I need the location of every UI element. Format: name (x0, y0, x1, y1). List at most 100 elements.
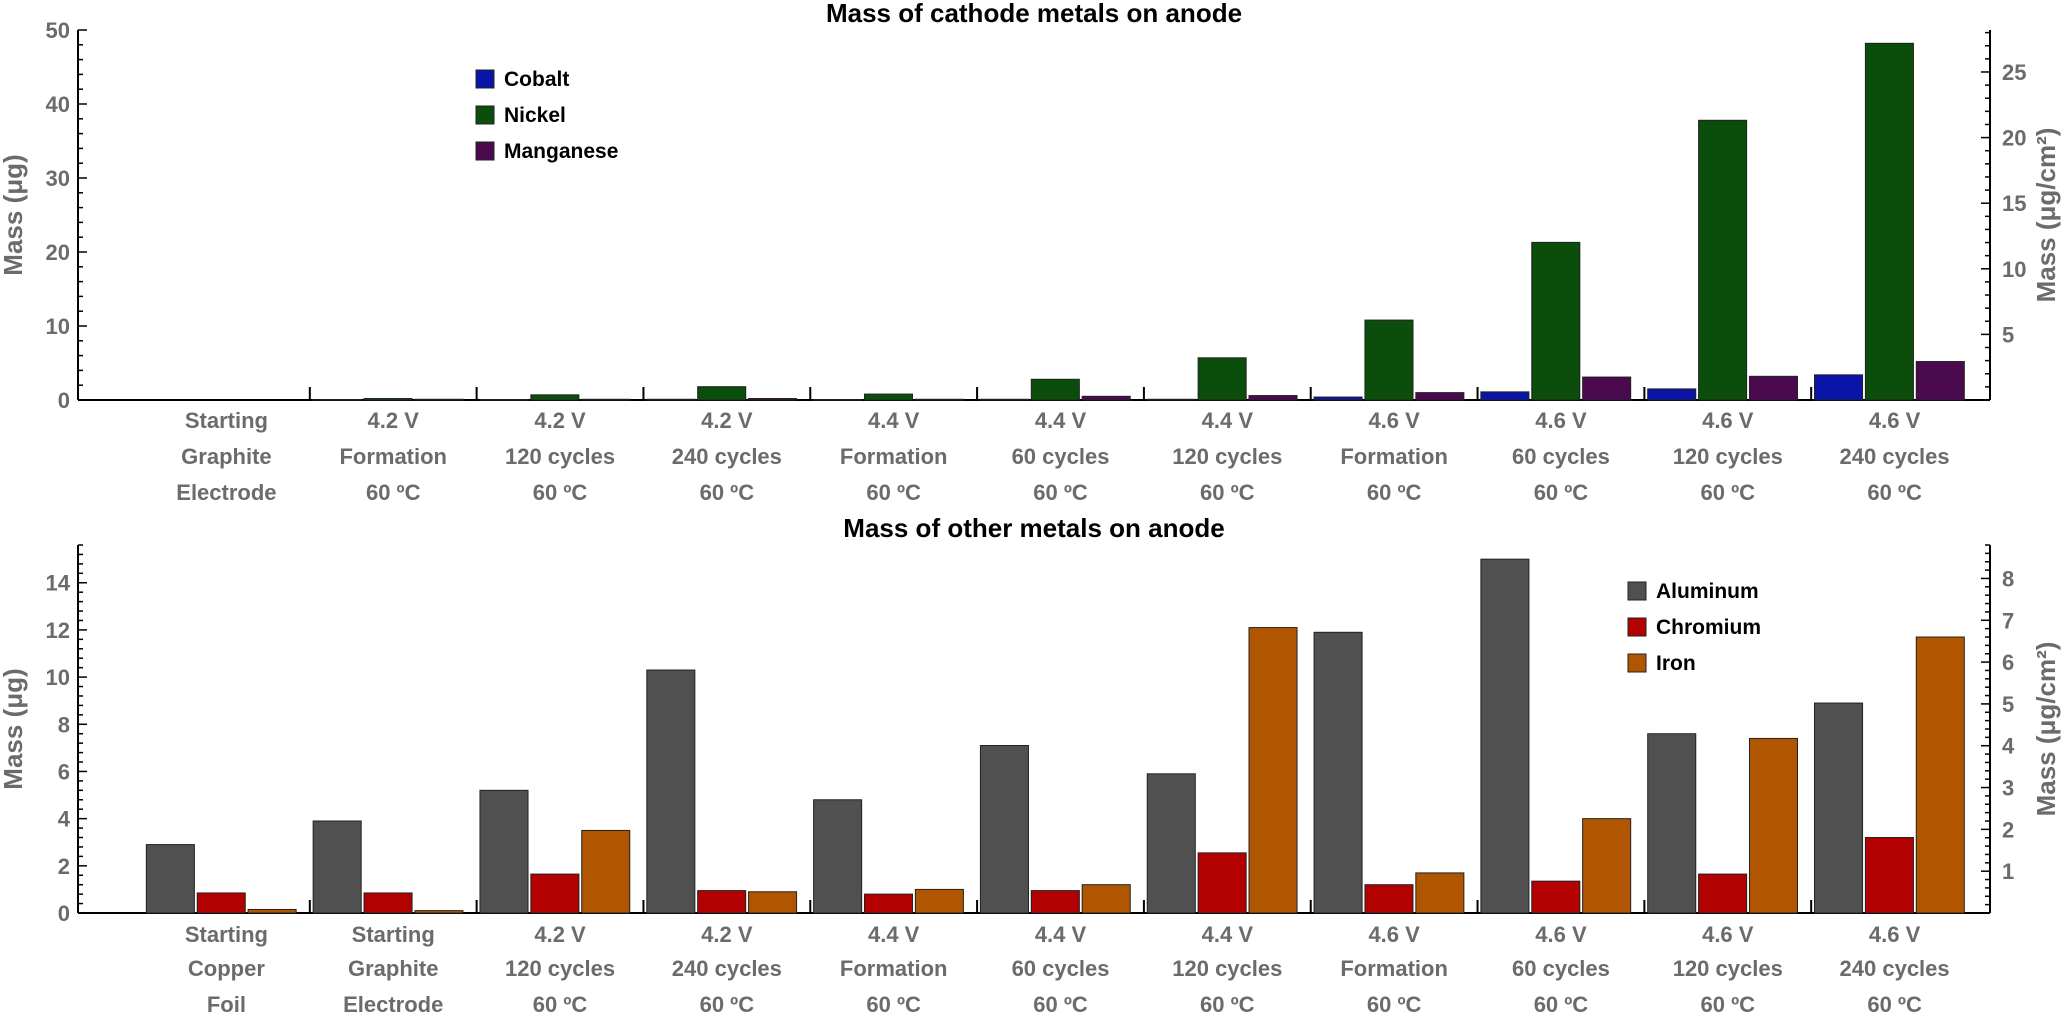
bar-chromium (1864, 837, 1914, 914)
bar-chromium (1197, 852, 1247, 914)
bar-chromium (1364, 884, 1414, 914)
bar-aluminum (312, 820, 362, 914)
legend-label-cobalt: Cobalt (504, 68, 569, 91)
x-tick-label: 60 ºC (1033, 992, 1088, 1017)
bar-manganese (414, 398, 464, 401)
bar-aluminum (1313, 631, 1363, 914)
bar-cobalt (979, 398, 1029, 401)
x-tick-label: 4.6 V (1869, 408, 1921, 433)
x-tick-label: Starting (185, 922, 268, 947)
bar-nickel (530, 394, 580, 401)
legend-label-aluminum: Aluminum (1656, 580, 1759, 603)
x-tick-label: 60 ºC (866, 480, 921, 505)
legend-swatch-manganese (475, 141, 495, 161)
x-tick-label: 60 cycles (1512, 956, 1610, 981)
bar-nickel (363, 398, 413, 401)
x-tick-label: Formation (1340, 444, 1448, 469)
chart-2: Mass of other metals on anode02468101214… (0, 513, 2061, 1017)
bar-manganese (1748, 375, 1799, 401)
y-axis-title: Mass (μg) (0, 154, 28, 275)
x-tick-label: 60 ºC (1200, 480, 1255, 505)
bar-cobalt (1647, 388, 1697, 401)
y-tick-label: 12 (46, 618, 70, 643)
chart-title: Mass of cathode metals on anode (826, 0, 1242, 28)
y-tick-label: 20 (46, 240, 70, 265)
x-tick-label: Formation (840, 956, 948, 981)
y-axis-title: Mass (μg) (0, 668, 28, 789)
y-tick-label: 0 (58, 388, 70, 413)
x-tick-label: 4.4 V (868, 922, 920, 947)
legend-label-manganese: Manganese (504, 140, 618, 163)
legend: Aluminum Chromium Iron (1627, 580, 1761, 675)
x-tick-label: 120 cycles (1172, 444, 1282, 469)
x-tick-label: 60 ºC (866, 992, 921, 1017)
bar-aluminum (479, 789, 529, 914)
bar-manganese (1415, 392, 1465, 401)
bar-iron (1582, 818, 1632, 914)
x-tick-label: Formation (840, 444, 948, 469)
bar-aluminum (1480, 558, 1530, 914)
chart-title: Mass of other metals on anode (843, 513, 1224, 543)
bar-manganese (748, 398, 798, 401)
x-tick-label: 60 ºC (533, 992, 588, 1017)
x-tick-label: 4.6 V (1869, 922, 1921, 947)
bar-nickel (1698, 119, 1748, 401)
bar-cobalt (1480, 391, 1530, 401)
x-tick-label: 120 cycles (1172, 956, 1282, 981)
bar-chromium (363, 892, 413, 914)
y-right-tick-label: 6 (2002, 650, 2014, 675)
x-tick-label: 60 cycles (1012, 956, 1110, 981)
bar-iron (748, 891, 798, 914)
bar-chromium (1531, 880, 1581, 914)
y-tick-label: 4 (58, 807, 71, 832)
x-tick-label: 60 ºC (700, 992, 755, 1017)
bar-iron (1748, 737, 1799, 914)
x-tick-label: Electrode (176, 480, 276, 505)
x-tick-label: 4.2 V (534, 408, 586, 433)
bar-manganese (581, 398, 631, 401)
legend-swatch-cobalt (475, 69, 495, 89)
bar-iron (1081, 884, 1131, 914)
legend-swatch-aluminum (1627, 581, 1647, 601)
bar-cobalt (312, 399, 362, 401)
bar-aluminum (145, 844, 195, 914)
bar-manganese (1915, 361, 1965, 401)
y-axis-right-title: Mass (μg/cm²) (2031, 128, 2061, 303)
x-tick-label: 60 ºC (533, 480, 588, 505)
x-tick-label: 4.6 V (1368, 922, 1420, 947)
bar-iron (1248, 627, 1298, 914)
x-tick-label: 4.4 V (1202, 408, 1254, 433)
x-tick-label: Graphite (348, 956, 438, 981)
bar-iron (914, 888, 964, 914)
x-tick-label: 4.6 V (1368, 408, 1420, 433)
x-tick-label: 4.6 V (1702, 408, 1754, 433)
legend-label-nickel: Nickel (504, 104, 566, 127)
y-right-tick-label: 5 (2002, 322, 2014, 347)
bar-manganese (1582, 376, 1632, 401)
x-tick-label: 60 ºC (1367, 992, 1422, 1017)
x-tick-label: 4.4 V (1202, 922, 1254, 947)
legend-label-iron: Iron (1656, 652, 1696, 675)
bar-manganese (1248, 395, 1298, 401)
y-tick-label: 6 (58, 759, 70, 784)
bar-iron (581, 829, 631, 914)
x-tick-label: 120 cycles (1673, 956, 1783, 981)
x-tick-label: 60 ºC (1534, 480, 1589, 505)
y-right-tick-label: 15 (2002, 191, 2026, 216)
bar-nickel (1030, 378, 1080, 401)
bar-cobalt (1814, 374, 1864, 401)
bar-nickel (1531, 241, 1581, 401)
bar-nickel (1364, 319, 1414, 401)
bar-chromium (697, 890, 747, 914)
x-tick-label: 4.2 V (701, 922, 753, 947)
x-tick-label: 120 cycles (505, 956, 615, 981)
y-right-tick-label: 20 (2002, 126, 2026, 151)
bar-manganese (914, 398, 964, 401)
bar-cobalt (646, 398, 696, 401)
x-tick-label: 4.6 V (1535, 922, 1587, 947)
legend-swatch-chromium (1627, 617, 1647, 637)
bar-chromium (196, 892, 246, 914)
bar-cobalt (1146, 398, 1196, 401)
x-tick-label: 60 ºC (1867, 480, 1922, 505)
x-tick-label: 4.6 V (1702, 922, 1754, 947)
